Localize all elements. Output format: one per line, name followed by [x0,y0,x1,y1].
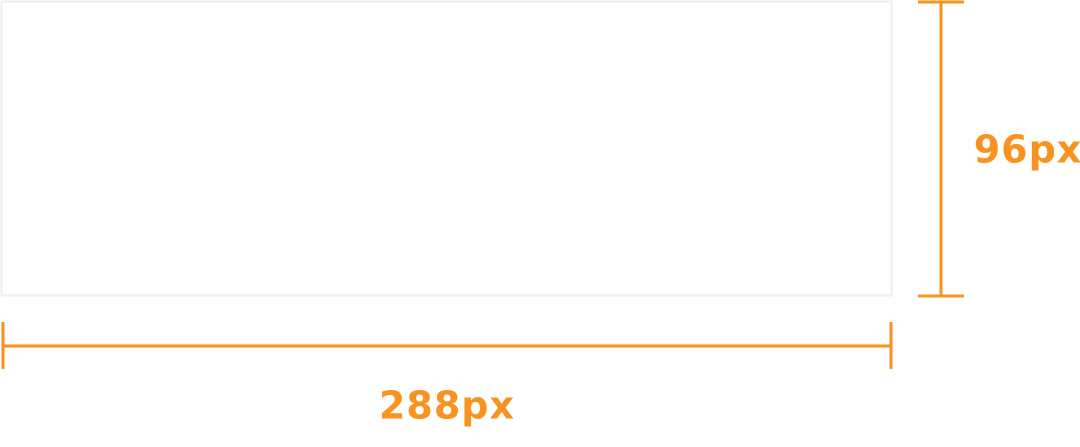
height-indicator [918,0,964,298]
height-label: 96px [974,128,1080,172]
width-indicator [1,322,893,369]
box [0,0,893,297]
width-label: 288px [379,384,515,428]
